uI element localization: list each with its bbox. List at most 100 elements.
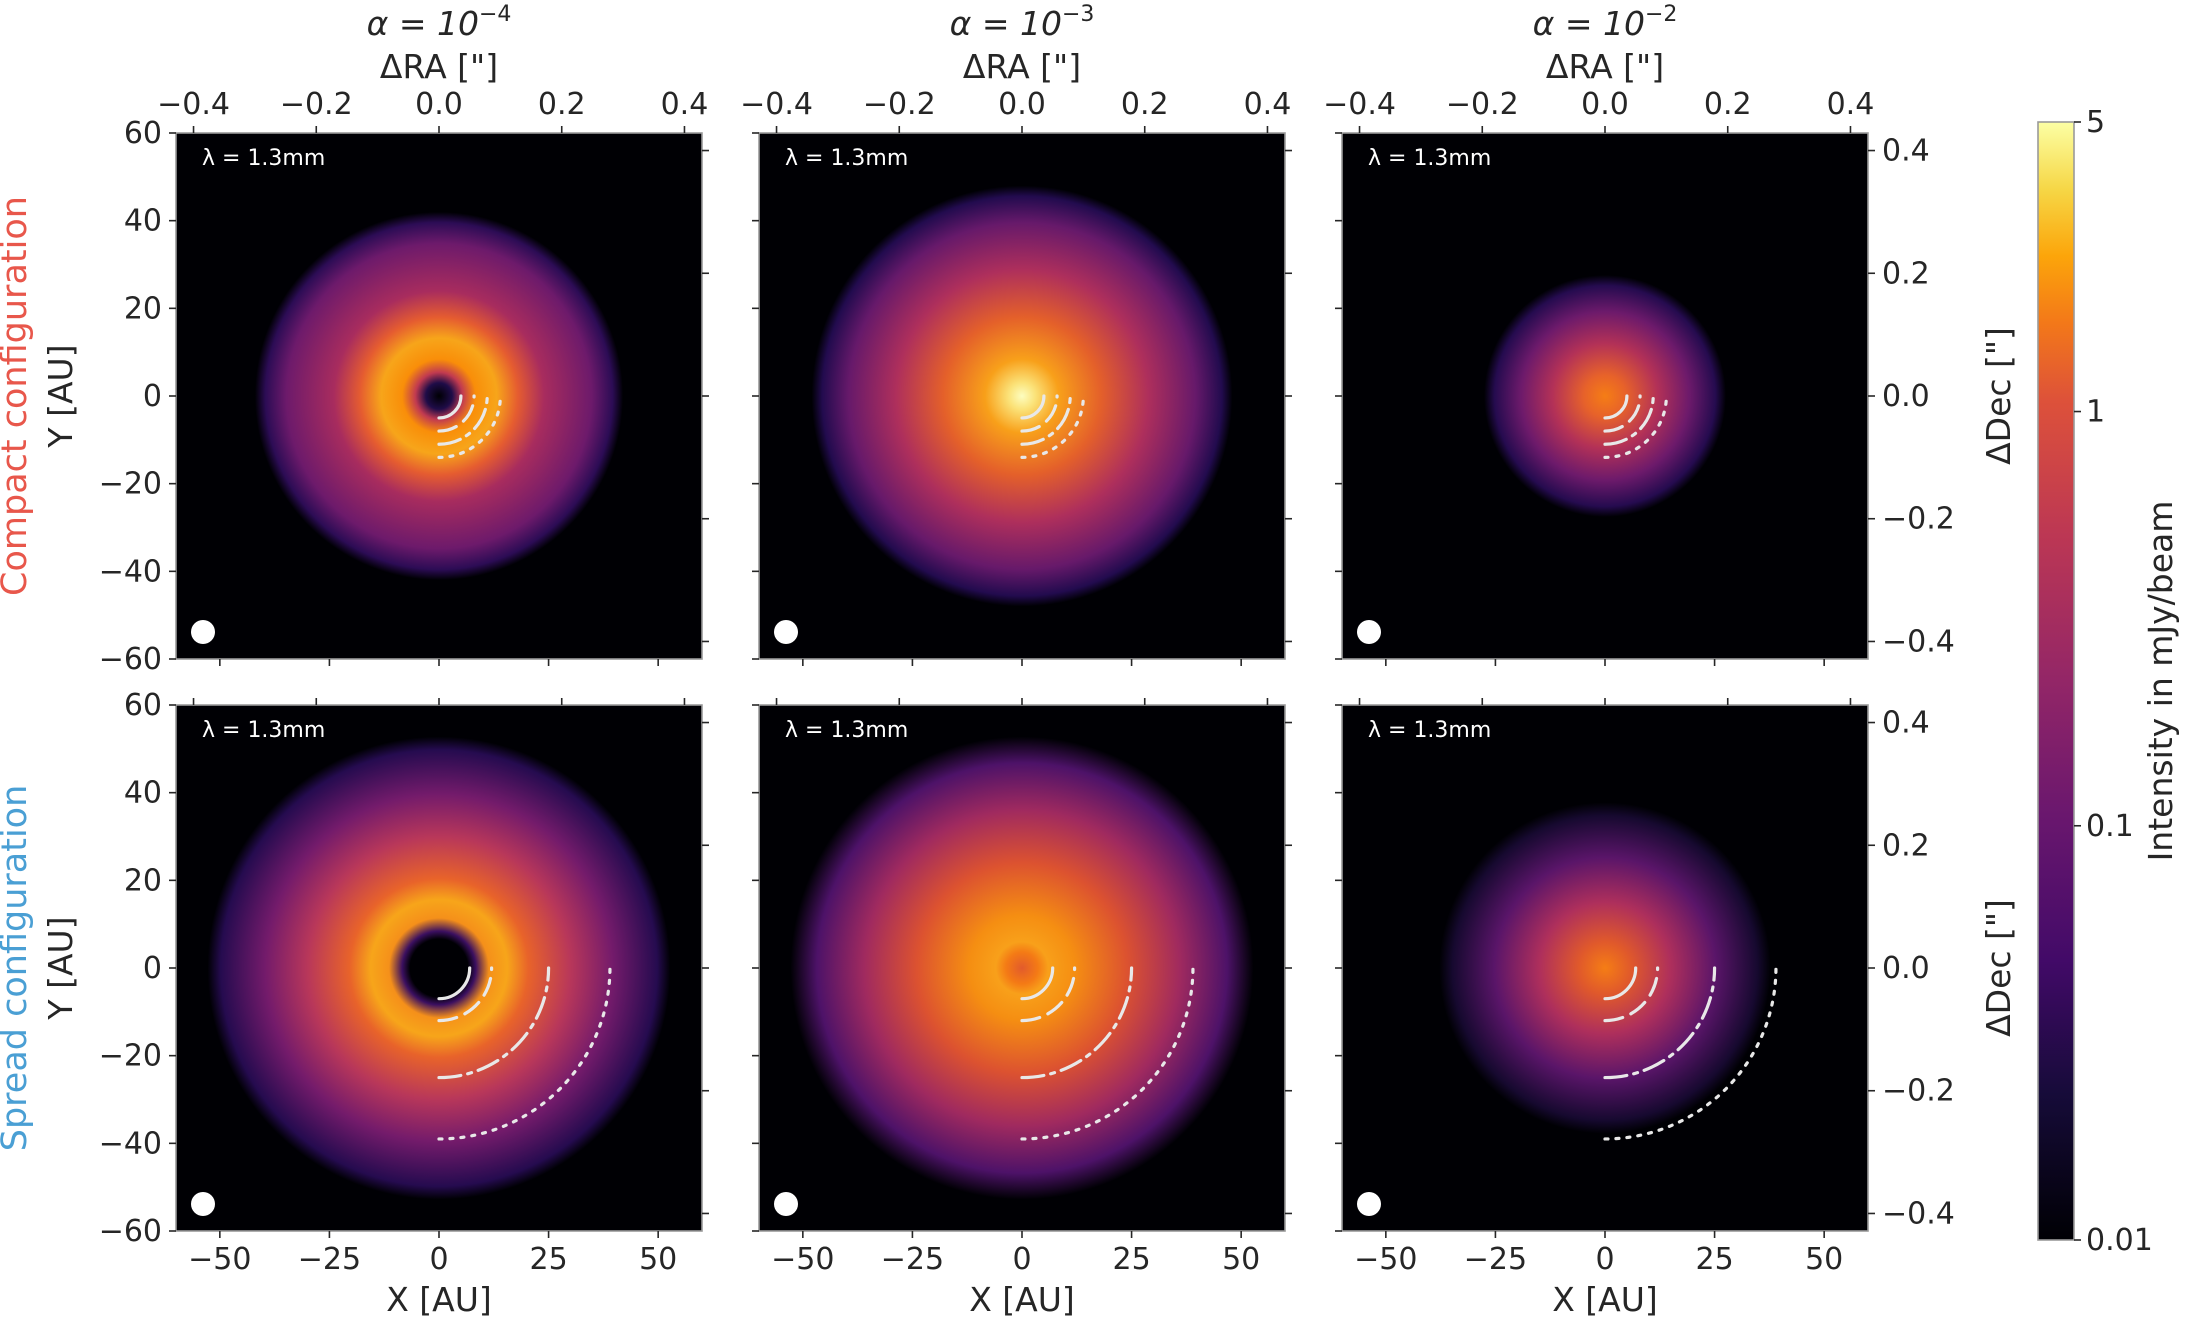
row-label: Compact configuration <box>0 196 35 596</box>
planet-arc <box>1020 966 1134 1080</box>
x-tick-label: 50 <box>639 1242 677 1277</box>
y-tick-label: 0 <box>143 951 162 986</box>
beam-marker <box>1357 1192 1381 1216</box>
x-axis-label: X [AU] <box>386 1280 492 1319</box>
planet-arc <box>1603 394 1655 446</box>
intensity-map <box>759 705 1285 1231</box>
ra-axis-label: ΔRA ["] <box>963 47 1081 86</box>
beam-marker <box>774 1192 798 1216</box>
x-axis-label: X [AU] <box>969 1280 1075 1319</box>
dec-axis-label: ΔDec ["] <box>1979 327 2018 465</box>
intensity-map <box>1342 705 1868 1231</box>
ra-tick-label: 0.2 <box>1121 87 1169 122</box>
wavelength-label: λ = 1.3mm <box>785 718 908 743</box>
planet-arc <box>1603 966 1660 1023</box>
intensity-map <box>759 133 1285 659</box>
colorbar-frame <box>2037 121 2075 1241</box>
planet-arc <box>437 966 472 1001</box>
y-tick-label: 40 <box>124 776 162 811</box>
ra-tick-label: 0.0 <box>1581 87 1629 122</box>
dec-tick-label: 0.2 <box>1882 256 1930 291</box>
colorbar-label: Intensity in mJy/beam <box>2141 501 2180 862</box>
panel-spread-alpha-3: λ = 1.3mm −50 −25 0 25 50 X [AU] 0.4 0.2 0.0 −0.2 −… <box>1335 698 1955 1319</box>
wavelength-label: λ = 1.3mm <box>202 146 325 171</box>
x-tick-label: −25 <box>881 1242 944 1277</box>
planet-arc <box>437 394 489 446</box>
planet-arc <box>1020 394 1059 433</box>
ra-tick-label: −0.2 <box>1446 87 1519 122</box>
ra-tick-label: −0.2 <box>863 87 936 122</box>
ra-axis-label: ΔRA ["] <box>380 47 498 86</box>
x-tick-label: 25 <box>529 1242 567 1277</box>
y-tick-label: 20 <box>124 863 162 898</box>
planet-arc <box>1020 394 1085 459</box>
colorbar-tick-label: 0.01 <box>2086 1223 2153 1258</box>
column-title: α = 10−4 <box>367 2 512 43</box>
beam-marker <box>191 1192 215 1216</box>
ra-tick-label: −0.2 <box>280 87 353 122</box>
dec-tick-label: 0.4 <box>1882 134 1930 169</box>
planet-arc <box>437 394 463 420</box>
x-axis-label: X [AU] <box>1552 1280 1658 1319</box>
column-title: α = 10−3 <box>950 2 1095 43</box>
y-tick-label: 60 <box>124 688 162 723</box>
x-tick-label: −50 <box>188 1242 251 1277</box>
planet-arc <box>437 966 551 1080</box>
dec-axis-label: ΔDec ["] <box>1979 899 2018 1037</box>
ra-tick-label: 0.0 <box>415 87 463 122</box>
colorbar-tick-label: 1 <box>2086 395 2105 430</box>
planet-arc <box>437 394 476 433</box>
planet-arc <box>1603 394 1629 420</box>
y-tick-label: −20 <box>99 1039 162 1074</box>
intensity-map <box>176 133 702 659</box>
dec-tick-label: 0.2 <box>1882 828 1930 863</box>
row-label: Spread configuration <box>0 785 35 1152</box>
ra-tick-label: 0.4 <box>661 87 709 122</box>
y-axis-label: Y [AU] <box>41 344 80 448</box>
planet-arc <box>437 966 494 1023</box>
x-tick-label: 25 <box>1695 1242 1733 1277</box>
wavelength-label: λ = 1.3mm <box>785 146 908 171</box>
x-tick-label: 50 <box>1805 1242 1843 1277</box>
planet-arc <box>1020 394 1072 446</box>
ra-tick-label: 0.2 <box>538 87 586 122</box>
ra-tick-label: −0.4 <box>740 87 813 122</box>
y-tick-label: 60 <box>124 116 162 151</box>
panel-compact-alpha-3: λ = 1.3mm −0.4 −0.2 0.0 0.2 0.40.4 0.2 0.0 −0.2 −… <box>1323 87 1955 666</box>
y-tick-label: −20 <box>99 467 162 502</box>
planet-arc <box>1603 966 1638 1001</box>
ra-tick-label: 0.4 <box>1827 87 1875 122</box>
y-tick-label: −60 <box>99 1214 162 1249</box>
y-tick-label: −40 <box>99 1126 162 1161</box>
beam-marker <box>191 620 215 644</box>
panel-compact-alpha-2: λ = 1.3mm −0.4 −0.2 0.0 0.2 0.4 <box>740 87 1292 666</box>
y-tick-label: 20 <box>124 291 162 326</box>
panel-spread-alpha-1: λ = 1.3mm −50 −25 0 25 50 X [AU] 60 40 20 0 −20 −40 −… <box>99 688 709 1319</box>
ra-tick-label: 0.2 <box>1704 87 1752 122</box>
y-tick-label: −60 <box>99 642 162 677</box>
colorbar-tick-label: 5 <box>2086 105 2105 140</box>
beam-marker <box>1357 620 1381 644</box>
planet-arc <box>1020 966 1055 1001</box>
ra-axis-label: ΔRA ["] <box>1546 47 1664 86</box>
y-tick-label: 0 <box>143 379 162 414</box>
x-tick-label: 0 <box>1012 1242 1031 1277</box>
x-tick-label: 50 <box>1222 1242 1260 1277</box>
planet-arc <box>437 966 612 1141</box>
ra-tick-label: 0.4 <box>1244 87 1292 122</box>
beam-marker <box>774 620 798 644</box>
wavelength-label: λ = 1.3mm <box>1368 146 1491 171</box>
planet-arc <box>1020 966 1077 1023</box>
x-tick-label: −25 <box>298 1242 361 1277</box>
planet-arc <box>1020 394 1046 420</box>
wavelength-label: λ = 1.3mm <box>1368 718 1491 743</box>
x-tick-label: 25 <box>1112 1242 1150 1277</box>
intensity-map <box>1342 133 1868 659</box>
x-tick-label: 0 <box>1595 1242 1614 1277</box>
x-tick-label: −50 <box>771 1242 834 1277</box>
panel-spread-alpha-2: λ = 1.3mm −50 −25 0 25 50 X [AU] <box>752 698 1292 1319</box>
wavelength-label: λ = 1.3mm <box>202 718 325 743</box>
dec-tick-label: −0.4 <box>1882 624 1955 659</box>
planet-arc <box>1603 966 1778 1141</box>
